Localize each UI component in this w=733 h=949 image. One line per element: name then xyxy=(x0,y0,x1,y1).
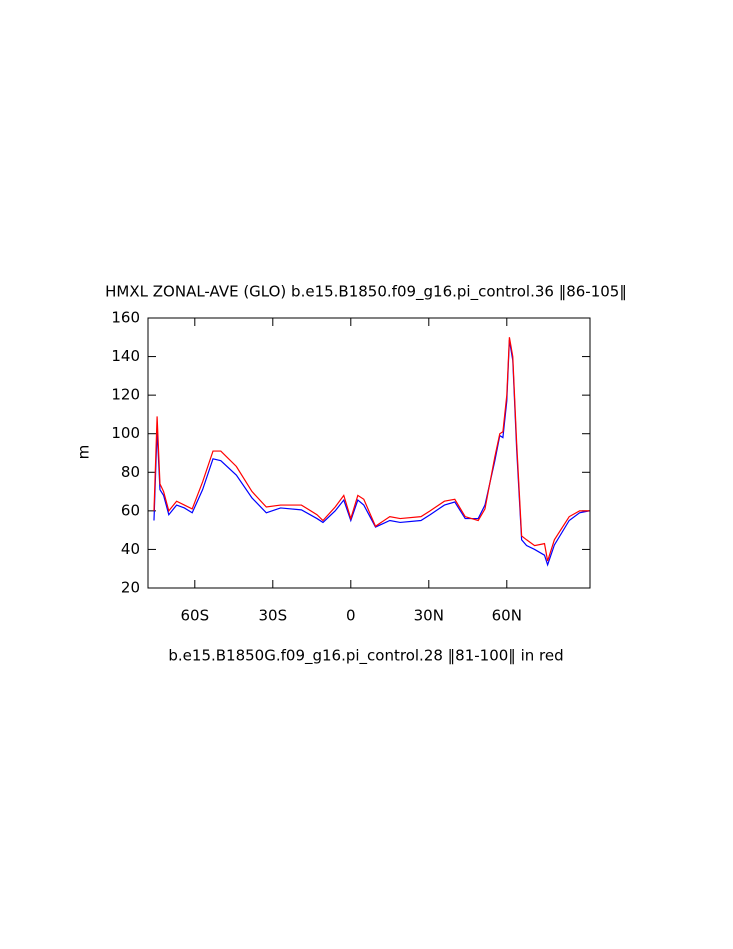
plot-frame xyxy=(147,317,591,589)
y-tick-label: 120 xyxy=(111,386,140,404)
y-tick-label: 160 xyxy=(111,309,140,327)
x-tick-label: 30N xyxy=(414,607,444,625)
y-tick-label: 140 xyxy=(111,347,140,365)
annotation: b.e15.B1850G.f09_g16.pi_control.28 ‖81-1… xyxy=(168,647,563,666)
series-line xyxy=(153,337,590,562)
x-tick-label: 60S xyxy=(180,607,209,625)
x-tick-label: 30S xyxy=(258,607,287,625)
y-tick-label: 40 xyxy=(121,540,140,558)
x-tick-label: 0 xyxy=(346,607,356,625)
series-line xyxy=(153,339,590,567)
y-tick-label: 100 xyxy=(111,424,140,442)
chart-title: HMXL ZONAL-AVE (GLO) b.e15.B1850.f09_g16… xyxy=(105,283,627,302)
y-tick-label: 80 xyxy=(121,463,140,481)
y-axis-label: m xyxy=(75,445,93,460)
y-tick-label: 60 xyxy=(121,501,140,519)
y-tick-label: 20 xyxy=(121,579,140,597)
x-tick-label: 60N xyxy=(492,607,522,625)
